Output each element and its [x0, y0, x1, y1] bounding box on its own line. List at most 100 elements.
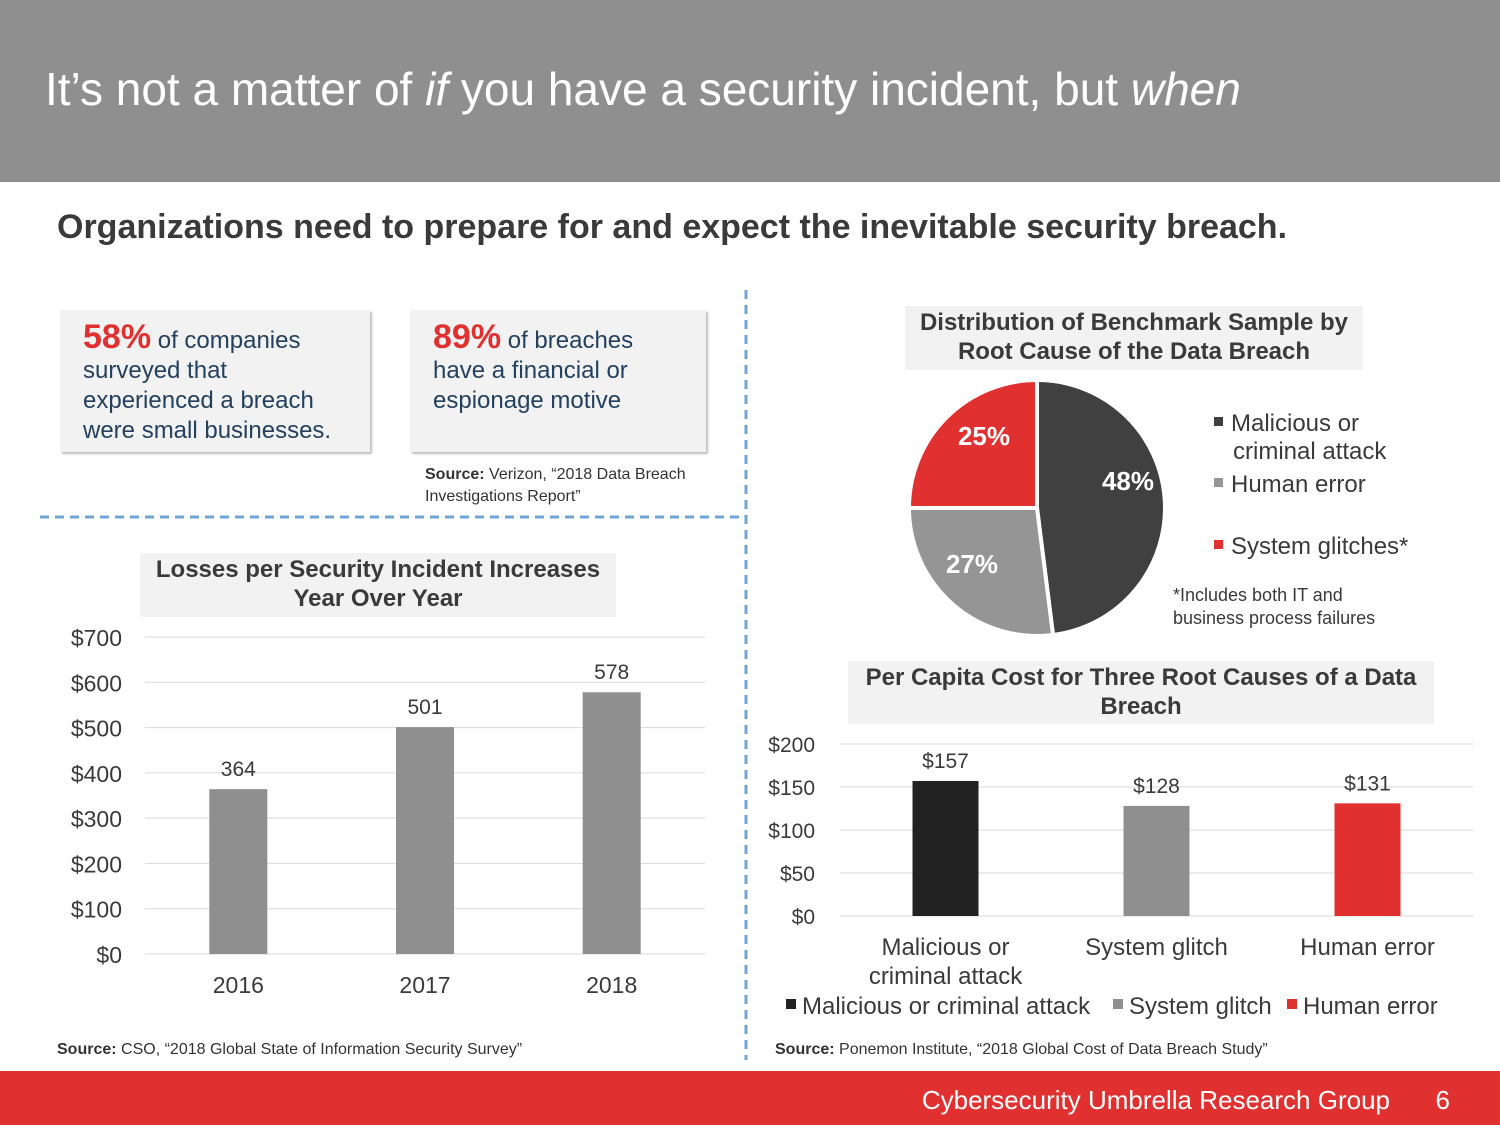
chart-title-line: Root Cause of the Data Breach [957, 338, 1311, 365]
slice-label: 25% [958, 421, 1010, 451]
pie-slice [1035, 377, 1167, 638]
bar [209, 789, 268, 954]
y-tick-label: $600 [71, 670, 122, 696]
stat-line: were small businesses. [83, 417, 332, 444]
bar [912, 780, 979, 916]
legend-label: System glitches* [1231, 533, 1409, 560]
stat-line: of companies [151, 327, 301, 354]
stat-card-small-business [60, 310, 370, 452]
legend-swatch [1214, 417, 1223, 427]
source-text: Ponemon Institute, “2018 Global Cost of … [834, 1041, 1268, 1058]
y-tick-label: $150 [768, 777, 815, 800]
root-cause-pie-chart: 48% 27% 25% [906, 377, 1167, 638]
x-tick-label: 2018 [586, 972, 637, 998]
stat-line: espionage motive [433, 387, 622, 414]
footer-bar: Cybersecurity Umbrella Research Group 6 [0, 1071, 1500, 1125]
legend-label: Malicious or [1231, 410, 1360, 437]
y-tick-label: $50 [780, 863, 815, 886]
stat-line: have a financial or [433, 357, 628, 384]
stat-card-motive [410, 310, 706, 452]
data-label: 578 [594, 661, 629, 684]
per-capita-bar-chart: $0 $50 $100 $150 $200 $157 Malicious orcrimina… [768, 734, 1473, 1020]
legend-label: System glitch [1129, 993, 1272, 1020]
source-text: Verizon, “2018 Data Breach [484, 466, 686, 483]
legend-label: Human error [1303, 993, 1438, 1020]
footer-org-name: Cybersecurity Umbrella Research Group [921, 1085, 1390, 1115]
stat-line: of breaches [501, 327, 634, 354]
source-label: Source: [57, 1041, 117, 1058]
bar [396, 727, 454, 954]
data-label: $157 [922, 750, 969, 773]
x-tick-label: Human error [1300, 934, 1435, 961]
stat-figure: 89% [433, 318, 502, 356]
stat-figure: 58% [83, 318, 152, 356]
per-capita-chart-title: Per Capita Cost for Three Root Causes of… [848, 661, 1434, 724]
data-label: $128 [1133, 775, 1180, 798]
source-cso: Source: CSO, “2018 Global State of Infor… [57, 1039, 522, 1061]
bar [582, 692, 641, 954]
pie-footnote: *Includes both IT and business process f… [1173, 584, 1375, 630]
source-ponemon: Source: Ponemon Institute, “2018 Global … [775, 1039, 1268, 1061]
source-text: CSO, “2018 Global State of Information S… [116, 1041, 523, 1058]
slice-label: 48% [1102, 466, 1154, 496]
stat-line: surveyed that [83, 357, 228, 384]
source-text: Investigations Report” [425, 488, 581, 505]
losses-chart-title: Losses per Security Incident Increases Y… [140, 553, 616, 617]
y-tick-label: $200 [768, 734, 815, 757]
pie-legend-system-glitches: System glitches* [1214, 533, 1408, 561]
data-label: 364 [221, 758, 256, 781]
x-tick-label: 2017 [399, 972, 450, 998]
stat-text-small-business: 58% of companies surveyed that experienc… [83, 320, 373, 446]
y-tick-label: $200 [71, 851, 122, 877]
chart-title-line: Distribution of Benchmark Sample by [919, 309, 1349, 336]
chart-title-line: Losses per Security Incident Increases [155, 556, 601, 583]
legend-label: Malicious or criminal attack [802, 993, 1091, 1020]
title-emphasis: when [1130, 63, 1241, 115]
slice-label: 27% [946, 549, 998, 579]
legend-swatch [1214, 478, 1223, 488]
footnote-line: business process failures [1173, 608, 1376, 628]
legend-swatch [1113, 999, 1123, 1009]
legend-swatch [786, 999, 796, 1009]
pie-chart-title: Distribution of Benchmark Sample by Root… [905, 306, 1363, 370]
y-tick-label: $300 [71, 806, 122, 832]
x-tick-label: criminal attack [869, 963, 1023, 990]
chart-title-line: Breach [1100, 693, 1182, 720]
stat-text-motive: 89% of breaches have a financial or espi… [433, 320, 703, 416]
y-tick-label: $500 [71, 716, 122, 742]
legend-swatch [1214, 540, 1223, 550]
data-label: 501 [407, 696, 442, 719]
y-tick-label: $700 [71, 625, 122, 651]
pie-legend-human-error: Human error [1214, 471, 1366, 499]
title-emphasis: if [425, 63, 449, 115]
bar [1334, 803, 1401, 916]
source-label: Source: [775, 1041, 835, 1058]
bar [1123, 805, 1190, 916]
pie-slice [906, 506, 1056, 638]
y-tick-label: $0 [792, 906, 815, 929]
pie-slice [906, 377, 1039, 510]
chart-title-line: Year Over Year [293, 585, 463, 612]
x-tick-label: 2016 [213, 972, 264, 998]
y-tick-label: $0 [96, 942, 122, 968]
source-label: Source: [425, 466, 485, 483]
pie-legend-malicious: Malicious or criminal attack [1214, 410, 1386, 466]
source-verizon: Source: Verizon, “2018 Data Breach Inves… [425, 464, 686, 508]
title-part: It’s not a matter of [45, 63, 426, 115]
y-tick-label: $100 [71, 897, 122, 923]
legend-label: Human error [1231, 471, 1366, 498]
x-tick-label: System glitch [1085, 934, 1228, 961]
legend-label: criminal attack [1233, 438, 1387, 465]
x-tick-label: Malicious or [881, 934, 1009, 961]
footnote-line: *Includes both IT and [1173, 585, 1343, 605]
chart-title-line: Per Capita Cost for Three Root Causes of… [865, 664, 1417, 691]
stat-line: experienced a breach [83, 387, 314, 414]
header-bar: It’s not a matter of if you have a secur… [0, 0, 1500, 182]
legend-swatch [1287, 999, 1297, 1009]
y-tick-label: $400 [71, 761, 122, 787]
slide-title: It’s not a matter of if you have a secur… [45, 62, 1241, 116]
losses-bar-chart: $0 $100 $200 $300 $400 $500 $600 $700 364 2016 501… [71, 625, 705, 998]
page-number: 6 [1435, 1085, 1450, 1115]
data-label: $131 [1344, 772, 1391, 795]
